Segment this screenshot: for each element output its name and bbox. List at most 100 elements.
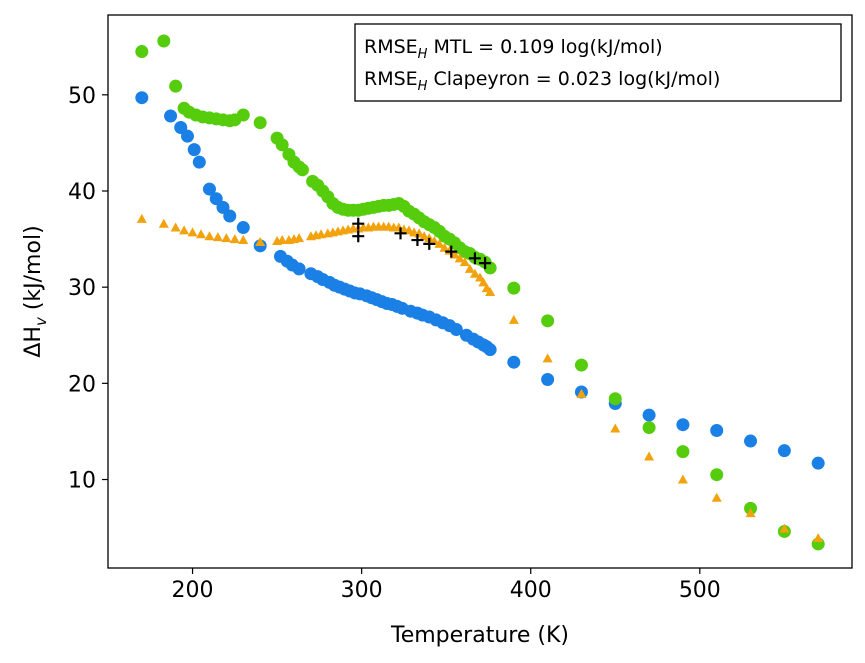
- data-point: [642, 408, 656, 422]
- data-point: [779, 523, 790, 533]
- data-point: [744, 434, 758, 448]
- data-point: [710, 468, 724, 482]
- data-point: [179, 225, 190, 235]
- legend-line-clapeyron: RMSEH Clapeyron = 0.023 log(kJ/mol): [364, 68, 720, 94]
- data-point: [164, 109, 178, 123]
- data-point: [777, 444, 791, 458]
- data-point: [459, 257, 470, 267]
- data-point: [135, 45, 149, 59]
- data-point: [507, 281, 521, 295]
- data-point: [677, 474, 688, 484]
- data-point: [236, 221, 250, 235]
- data-point: [170, 222, 181, 232]
- legend-box: RMSEH MTL = 0.109 log(kJ/mol) RMSEH Clap…: [354, 23, 842, 102]
- data-point: [187, 227, 198, 237]
- data-point: [711, 492, 722, 502]
- x-axis-label: Temperature (K): [390, 623, 569, 648]
- data-point: [223, 209, 237, 223]
- data-point: [745, 508, 756, 518]
- data-point: [180, 129, 194, 143]
- data-point: [202, 182, 216, 196]
- series-blue-circles: [135, 91, 825, 470]
- data-point: [169, 79, 183, 93]
- data-point: [434, 238, 445, 248]
- data-point: [294, 233, 305, 243]
- data-point: [136, 213, 147, 223]
- series-black-plus: [352, 217, 492, 270]
- data-point: [439, 242, 450, 252]
- data-point: [479, 257, 492, 270]
- data-point: [445, 245, 458, 258]
- legend-frame: [354, 23, 842, 102]
- data-point: [478, 277, 489, 287]
- data-point: [710, 423, 724, 437]
- data-point: [676, 445, 690, 459]
- data-point: [196, 229, 206, 239]
- data-point: [255, 236, 266, 246]
- data-point: [541, 372, 555, 386]
- data-point: [469, 268, 480, 278]
- data-point: [454, 253, 465, 263]
- data-point: [423, 237, 436, 250]
- y-tick-label: 40: [68, 180, 96, 205]
- data-marks: [135, 34, 825, 551]
- axes: [107, 14, 853, 569]
- data-point: [483, 343, 497, 357]
- data-point: [157, 34, 171, 48]
- data-point: [449, 322, 463, 336]
- x-tick-label: 400: [510, 578, 552, 603]
- x-tick-label: 300: [341, 578, 383, 603]
- legend-mtl-sub: H: [418, 47, 428, 62]
- data-point: [464, 263, 475, 273]
- data-point: [158, 218, 169, 228]
- data-point: [253, 116, 267, 130]
- y-axis-label-sub: v: [32, 316, 50, 326]
- data-point: [508, 314, 519, 324]
- data-point: [468, 252, 481, 265]
- data-point: [574, 358, 588, 372]
- y-tick-label: 50: [68, 84, 96, 109]
- legend-mtl-pre: RMSE: [364, 36, 418, 58]
- data-point: [295, 163, 309, 177]
- data-point: [275, 138, 289, 152]
- data-point: [292, 262, 306, 276]
- y-ticks: 10 20 30 40 50: [68, 84, 108, 494]
- data-point: [644, 451, 655, 461]
- data-point: [576, 388, 587, 398]
- data-point: [229, 234, 240, 244]
- data-point: [352, 230, 365, 243]
- x-ticks: 200 300 400 500: [172, 568, 721, 603]
- data-point: [541, 314, 555, 328]
- legend-clapeyron-post: Clapeyron = 0.023 log(kJ/mol): [427, 68, 720, 90]
- data-point: [411, 234, 424, 247]
- data-point: [352, 217, 365, 230]
- data-point: [424, 233, 435, 243]
- data-point: [221, 233, 232, 243]
- legend-clapeyron-sub: H: [418, 79, 428, 94]
- legend-clapeyron-pre: RMSE: [364, 68, 418, 90]
- data-point: [429, 236, 440, 246]
- legend-mtl-post: MTL = 0.109 log(kJ/mol): [427, 36, 662, 58]
- data-point: [192, 155, 206, 169]
- data-point: [608, 392, 622, 406]
- data-point: [813, 533, 824, 543]
- data-point: [277, 235, 288, 245]
- data-point: [642, 421, 656, 435]
- y-axis-label-rest: (kJ/mol): [21, 225, 46, 317]
- series-green-circles: [135, 34, 825, 551]
- data-point: [483, 261, 497, 275]
- y-tick-label: 10: [68, 469, 96, 494]
- legend-line-mtl: RMSEH MTL = 0.109 log(kJ/mol): [364, 36, 663, 62]
- data-point: [187, 143, 201, 157]
- data-point: [676, 418, 690, 432]
- y-tick-label: 30: [68, 276, 96, 301]
- data-point: [610, 423, 621, 433]
- y-axis-label: ΔHv (kJ/mol): [21, 225, 50, 357]
- data-point: [485, 286, 496, 296]
- data-point: [212, 232, 223, 242]
- series-orange-triangles: [136, 213, 824, 543]
- data-point: [204, 231, 215, 241]
- data-point: [236, 108, 250, 122]
